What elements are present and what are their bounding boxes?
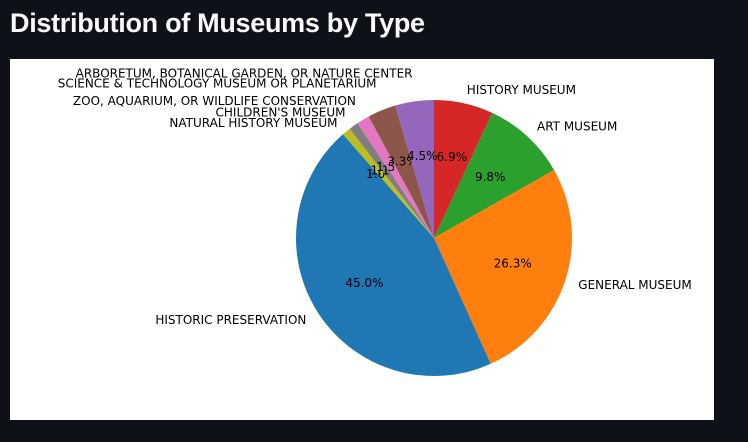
pie-slice-children-s-museum	[349, 123, 434, 238]
pie-slice-general-museum	[434, 170, 573, 364]
pie-slice-natural-history-museum	[342, 128, 434, 238]
slice-label-general-museum: GENERAL MUSEUM	[578, 278, 691, 292]
pct-label-arboretum-botanical-garden-or-nature-center: 4.5%	[407, 149, 438, 163]
slice-label-history-museum: HISTORY MUSEUM	[467, 83, 576, 97]
slice-label-art-museum: ART MUSEUM	[537, 120, 617, 134]
pct-label-science-technology-museum-or-planetarium: 3.3%	[387, 154, 418, 168]
pct-label-historic-preservation: 45.0%	[345, 276, 383, 290]
pie-chart: 6.9% HISTORY MUSEUM 9.8% ART MUSEUM 26.3% GEN…	[58, 67, 692, 376]
page-title: Distribution of Museums by Type	[10, 8, 425, 38]
pie-slice-historic-preservation	[296, 134, 491, 376]
slice-label-children-s-museum: CHILDREN'S MUSEUM	[216, 106, 346, 120]
pie-slice-science-technology-museum-or-planetarium	[368, 105, 434, 238]
pie-slice-zoo-aquarium-or-wildlife-conservation	[357, 116, 434, 238]
pie-slice-arboretum-botanical-garden-or-nature-center	[395, 100, 434, 238]
pct-label-history-museum: 6.9%	[437, 150, 468, 164]
slice-label-arboretum-botanical-garden-or-nature-center: ARBORETUM, BOTANICAL GARDEN, OR NATURE C…	[76, 67, 413, 81]
slice-label-natural-history-museum: NATURAL HISTORY MUSEUM	[169, 116, 337, 130]
slice-label-historic-preservation: HISTORIC PRESERVATION	[155, 313, 306, 327]
pie-slice-art-museum	[434, 112, 555, 238]
chart-panel: 6.9% HISTORY MUSEUM 9.8% ART MUSEUM 26.3% GEN…	[10, 59, 714, 420]
pct-label-general-museum: 26.3%	[494, 257, 532, 271]
pct-label-art-museum: 9.8%	[475, 170, 506, 184]
pie-slice-history-museum	[434, 100, 493, 238]
slice-label-science-technology-museum-or-planetarium: SCIENCE & TECHNOLOGY MUSEUM OR PLANETARI…	[58, 77, 377, 91]
slice-label-zoo-aquarium-or-wildlife-conservation: ZOO, AQUARIUM, OR WILDLIFE CONSERVATION	[73, 94, 356, 108]
